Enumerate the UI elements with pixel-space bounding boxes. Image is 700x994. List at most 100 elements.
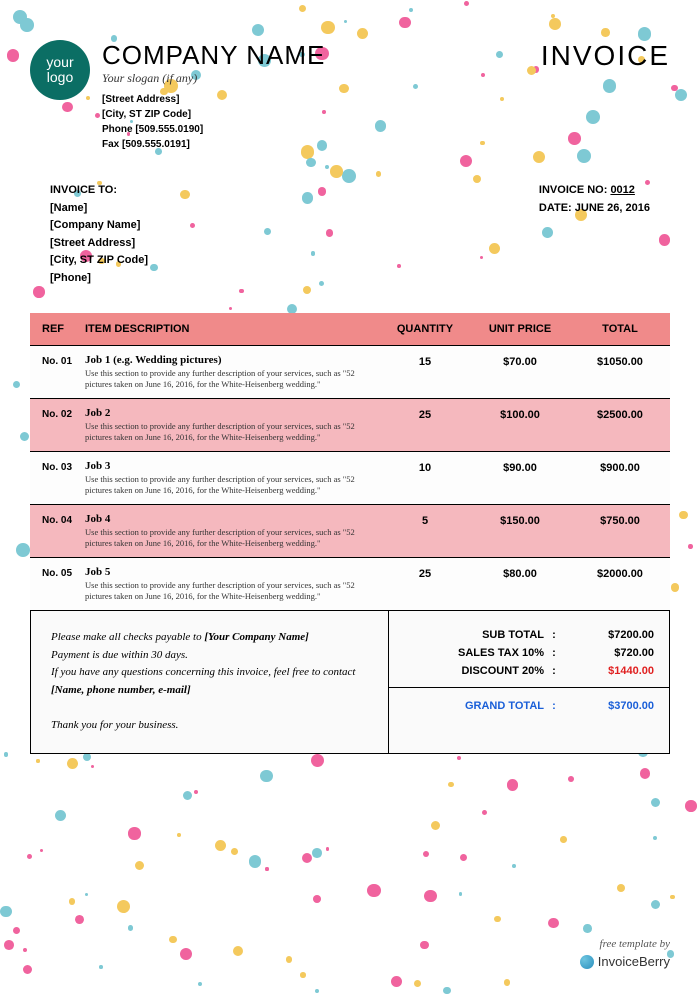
confetti-dot [40, 849, 43, 852]
logo-text-1: your [46, 55, 73, 70]
invoice-to-line: [Street Address] [50, 235, 148, 253]
row-total: $750.00 [570, 513, 670, 549]
confetti-dot [300, 972, 305, 977]
job-title: Job 3 [85, 460, 380, 472]
confetti-dot [460, 854, 467, 861]
col-qty: QUANTITY [380, 323, 470, 335]
row-total: $2000.00 [570, 566, 670, 602]
confetti-dot [180, 948, 192, 960]
company-block: COMPANY NAME Your slogan (if any) [Stree… [102, 40, 529, 152]
row-desc: Job 4 Use this section to provide any fur… [85, 513, 380, 549]
row-price: $70.00 [470, 354, 570, 390]
subtotal-label: SUB TOTAL [404, 629, 544, 641]
confetti-dot [423, 851, 429, 857]
confetti-dot [198, 982, 202, 986]
colon: : [544, 629, 564, 641]
row-total: $2500.00 [570, 407, 670, 443]
payment-line-2: Payment is due within 30 days. [51, 647, 368, 665]
confetti-dot [391, 976, 402, 987]
job-note: Use this section to provide any further … [85, 368, 380, 390]
invoice-no-value: 0012 [610, 184, 634, 196]
confetti-dot [231, 848, 238, 855]
discount-value: $1440.00 [564, 665, 654, 677]
discount-row: DISCOUNT 20% : $1440.00 [404, 665, 654, 677]
confetti-dot [286, 956, 293, 963]
table-row: No. 03Job 3Use this section to provide a… [30, 451, 670, 504]
job-note: Use this section to provide any further … [85, 527, 380, 549]
invoice-date-label: DATE: [539, 202, 572, 214]
row-total: $900.00 [570, 460, 670, 496]
confetti-dot [494, 916, 500, 922]
confetti-dot [315, 989, 319, 993]
confetti-dot [249, 855, 261, 867]
colon: : [544, 665, 564, 677]
confetti-dot [194, 790, 198, 794]
row-ref: No. 03 [30, 460, 85, 496]
row-total: $1050.00 [570, 354, 670, 390]
attribution-brand: InvoiceBerry [580, 954, 670, 969]
table-row: No. 02Job 2Use this section to provide a… [30, 398, 670, 451]
row-price: $90.00 [470, 460, 570, 496]
confetti-dot [169, 936, 176, 943]
grand-label: GRAND TOTAL [404, 700, 544, 712]
confetti-dot [507, 779, 519, 791]
row-price: $80.00 [470, 566, 570, 602]
logo-circle: your logo [30, 40, 90, 100]
job-title: Job 4 [85, 513, 380, 525]
confetti-dot [177, 833, 181, 837]
confetti-dot [27, 854, 32, 859]
row-qty: 5 [380, 513, 470, 549]
payment-line-3a: If you have any questions concerning thi… [51, 666, 355, 678]
confetti-dot [23, 965, 32, 974]
payment-note: Please make all checks payable to [Your … [31, 611, 389, 753]
confetti-dot [313, 895, 321, 903]
row-qty: 25 [380, 566, 470, 602]
table-row: No. 04Job 4Use this section to provide a… [30, 504, 670, 557]
job-title: Job 1 (e.g. Wedding pictures) [85, 354, 380, 366]
confetti-dot [568, 776, 574, 782]
confetti-dot [670, 895, 675, 900]
grand-value: $3700.00 [564, 700, 654, 712]
payment-line-1b: [Your Company Name] [204, 631, 309, 643]
confetti-dot [504, 979, 510, 985]
confetti-dot [617, 884, 625, 892]
attribution-brand-name: InvoiceBerry [598, 954, 670, 969]
confetti-dot [55, 810, 67, 822]
company-slogan: Your slogan (if any) [102, 71, 529, 86]
job-title: Job 5 [85, 566, 380, 578]
address-line: Phone [509.555.0190] [102, 122, 529, 137]
invoice-date-value: JUNE 26, 2016 [575, 202, 650, 214]
confetti-dot [367, 884, 380, 897]
confetti-dot [0, 906, 11, 917]
tax-label: SALES TAX 10% [404, 647, 544, 659]
company-name: COMPANY NAME [102, 40, 529, 71]
payment-line-3b: [Name, phone number, e-mail] [51, 684, 191, 696]
confetti-dot [459, 892, 462, 895]
invoice-date-row: DATE: JUNE 26, 2016 [539, 200, 650, 218]
confetti-dot [312, 848, 322, 858]
row-ref: No. 02 [30, 407, 85, 443]
job-title: Job 2 [85, 407, 380, 419]
job-note: Use this section to provide any further … [85, 580, 380, 602]
row-qty: 10 [380, 460, 470, 496]
confetti-dot [685, 800, 696, 811]
confetti-dot [85, 893, 88, 896]
confetti-dot [326, 847, 329, 850]
invoice-to-line: [Phone] [50, 270, 148, 288]
row-ref: No. 01 [30, 354, 85, 390]
table-row: No. 01Job 1 (e.g. Wedding pictures) Use t… [30, 345, 670, 398]
confetti-dot [128, 827, 140, 839]
berry-icon [580, 955, 594, 969]
confetti-dot [431, 821, 440, 830]
attribution: free template by InvoiceBerry [580, 938, 670, 969]
totals-block: SUB TOTAL : $7200.00 SALES TAX 10% : $72… [389, 611, 669, 753]
confetti-dot [215, 840, 226, 851]
confetti-dot [548, 918, 559, 929]
footer-box: Please make all checks payable to [Your … [30, 610, 670, 754]
col-ref: REF [30, 323, 85, 335]
table-header: REF ITEM DESCRIPTION QUANTITY UNIT PRICE… [30, 313, 670, 345]
invoice-to-line: [Name] [50, 200, 148, 218]
confetti-dot [583, 924, 592, 933]
grand-total-row: GRAND TOTAL : $3700.00 [389, 687, 669, 724]
confetti-dot [233, 946, 243, 956]
